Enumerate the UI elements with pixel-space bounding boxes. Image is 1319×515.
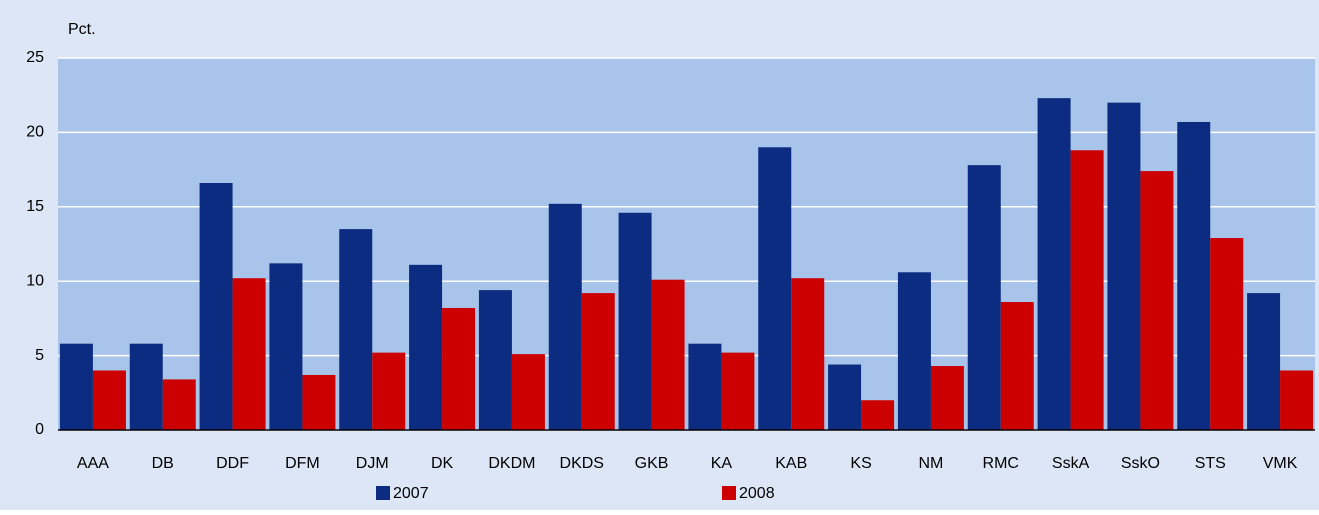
x-tick-label: NM <box>918 455 943 472</box>
bar <box>791 278 825 430</box>
bar <box>59 343 93 430</box>
bar <box>758 147 792 430</box>
bar <box>232 278 266 430</box>
bar <box>1037 98 1071 431</box>
bar <box>269 263 303 430</box>
bar <box>478 290 512 430</box>
y-tick-label: 5 <box>35 347 44 364</box>
x-tick-label: GKB <box>635 455 669 472</box>
x-tick-label: KA <box>711 455 733 472</box>
bar <box>930 366 964 430</box>
legend-label: 2008 <box>739 485 775 502</box>
x-tick-label: SskA <box>1052 455 1090 472</box>
bar <box>442 307 476 430</box>
bar <box>1107 102 1141 430</box>
bar <box>1000 302 1034 430</box>
x-tick-label: DB <box>152 455 174 472</box>
bar <box>1247 293 1281 430</box>
bar <box>688 343 722 430</box>
x-tick-label: KAB <box>775 455 807 472</box>
bar <box>651 279 685 430</box>
y-tick-label: 10 <box>26 272 44 289</box>
y-tick-label: 25 <box>26 49 44 66</box>
bar <box>302 374 336 430</box>
bar <box>897 272 931 430</box>
bar <box>372 352 406 430</box>
bar <box>339 229 373 430</box>
x-tick-label: DK <box>431 455 454 472</box>
x-tick-label: DJM <box>356 455 389 472</box>
bar <box>129 343 163 430</box>
bar <box>548 203 582 430</box>
bar <box>162 379 196 430</box>
y-tick-label: 15 <box>26 198 44 215</box>
x-tick-label: KS <box>850 455 871 472</box>
legend-swatch <box>376 486 390 500</box>
x-tick-label: RMC <box>983 455 1019 472</box>
bars <box>59 98 1314 431</box>
x-tick-label: DFM <box>285 455 320 472</box>
x-tick-label: VMK <box>1263 455 1298 472</box>
bar <box>967 165 1001 431</box>
y-axis-label: Pct. <box>68 21 96 38</box>
bar <box>1140 171 1174 430</box>
bar <box>721 352 755 430</box>
x-tick-label: DDF <box>216 455 249 472</box>
bar <box>1070 150 1104 431</box>
y-tick-label: 20 <box>26 124 44 141</box>
bar <box>828 364 862 430</box>
bar <box>92 370 126 430</box>
bar <box>199 182 233 430</box>
bar <box>511 354 545 430</box>
plot-area <box>58 58 1315 430</box>
legend-label: 2007 <box>393 485 429 502</box>
x-tick-label: STS <box>1195 455 1226 472</box>
x-tick-label: DKDM <box>488 455 535 472</box>
bar <box>581 293 615 430</box>
bar <box>1210 238 1244 430</box>
bar <box>1280 370 1314 430</box>
x-tick-label: AAA <box>77 455 109 472</box>
x-tick-label: SskO <box>1121 455 1160 472</box>
bar <box>1177 121 1211 430</box>
legend-swatch <box>722 486 736 500</box>
y-tick-label: 0 <box>35 421 44 438</box>
bar <box>409 264 443 430</box>
bar <box>861 400 895 430</box>
bar <box>618 212 652 430</box>
x-tick-label: DKDS <box>560 455 604 472</box>
